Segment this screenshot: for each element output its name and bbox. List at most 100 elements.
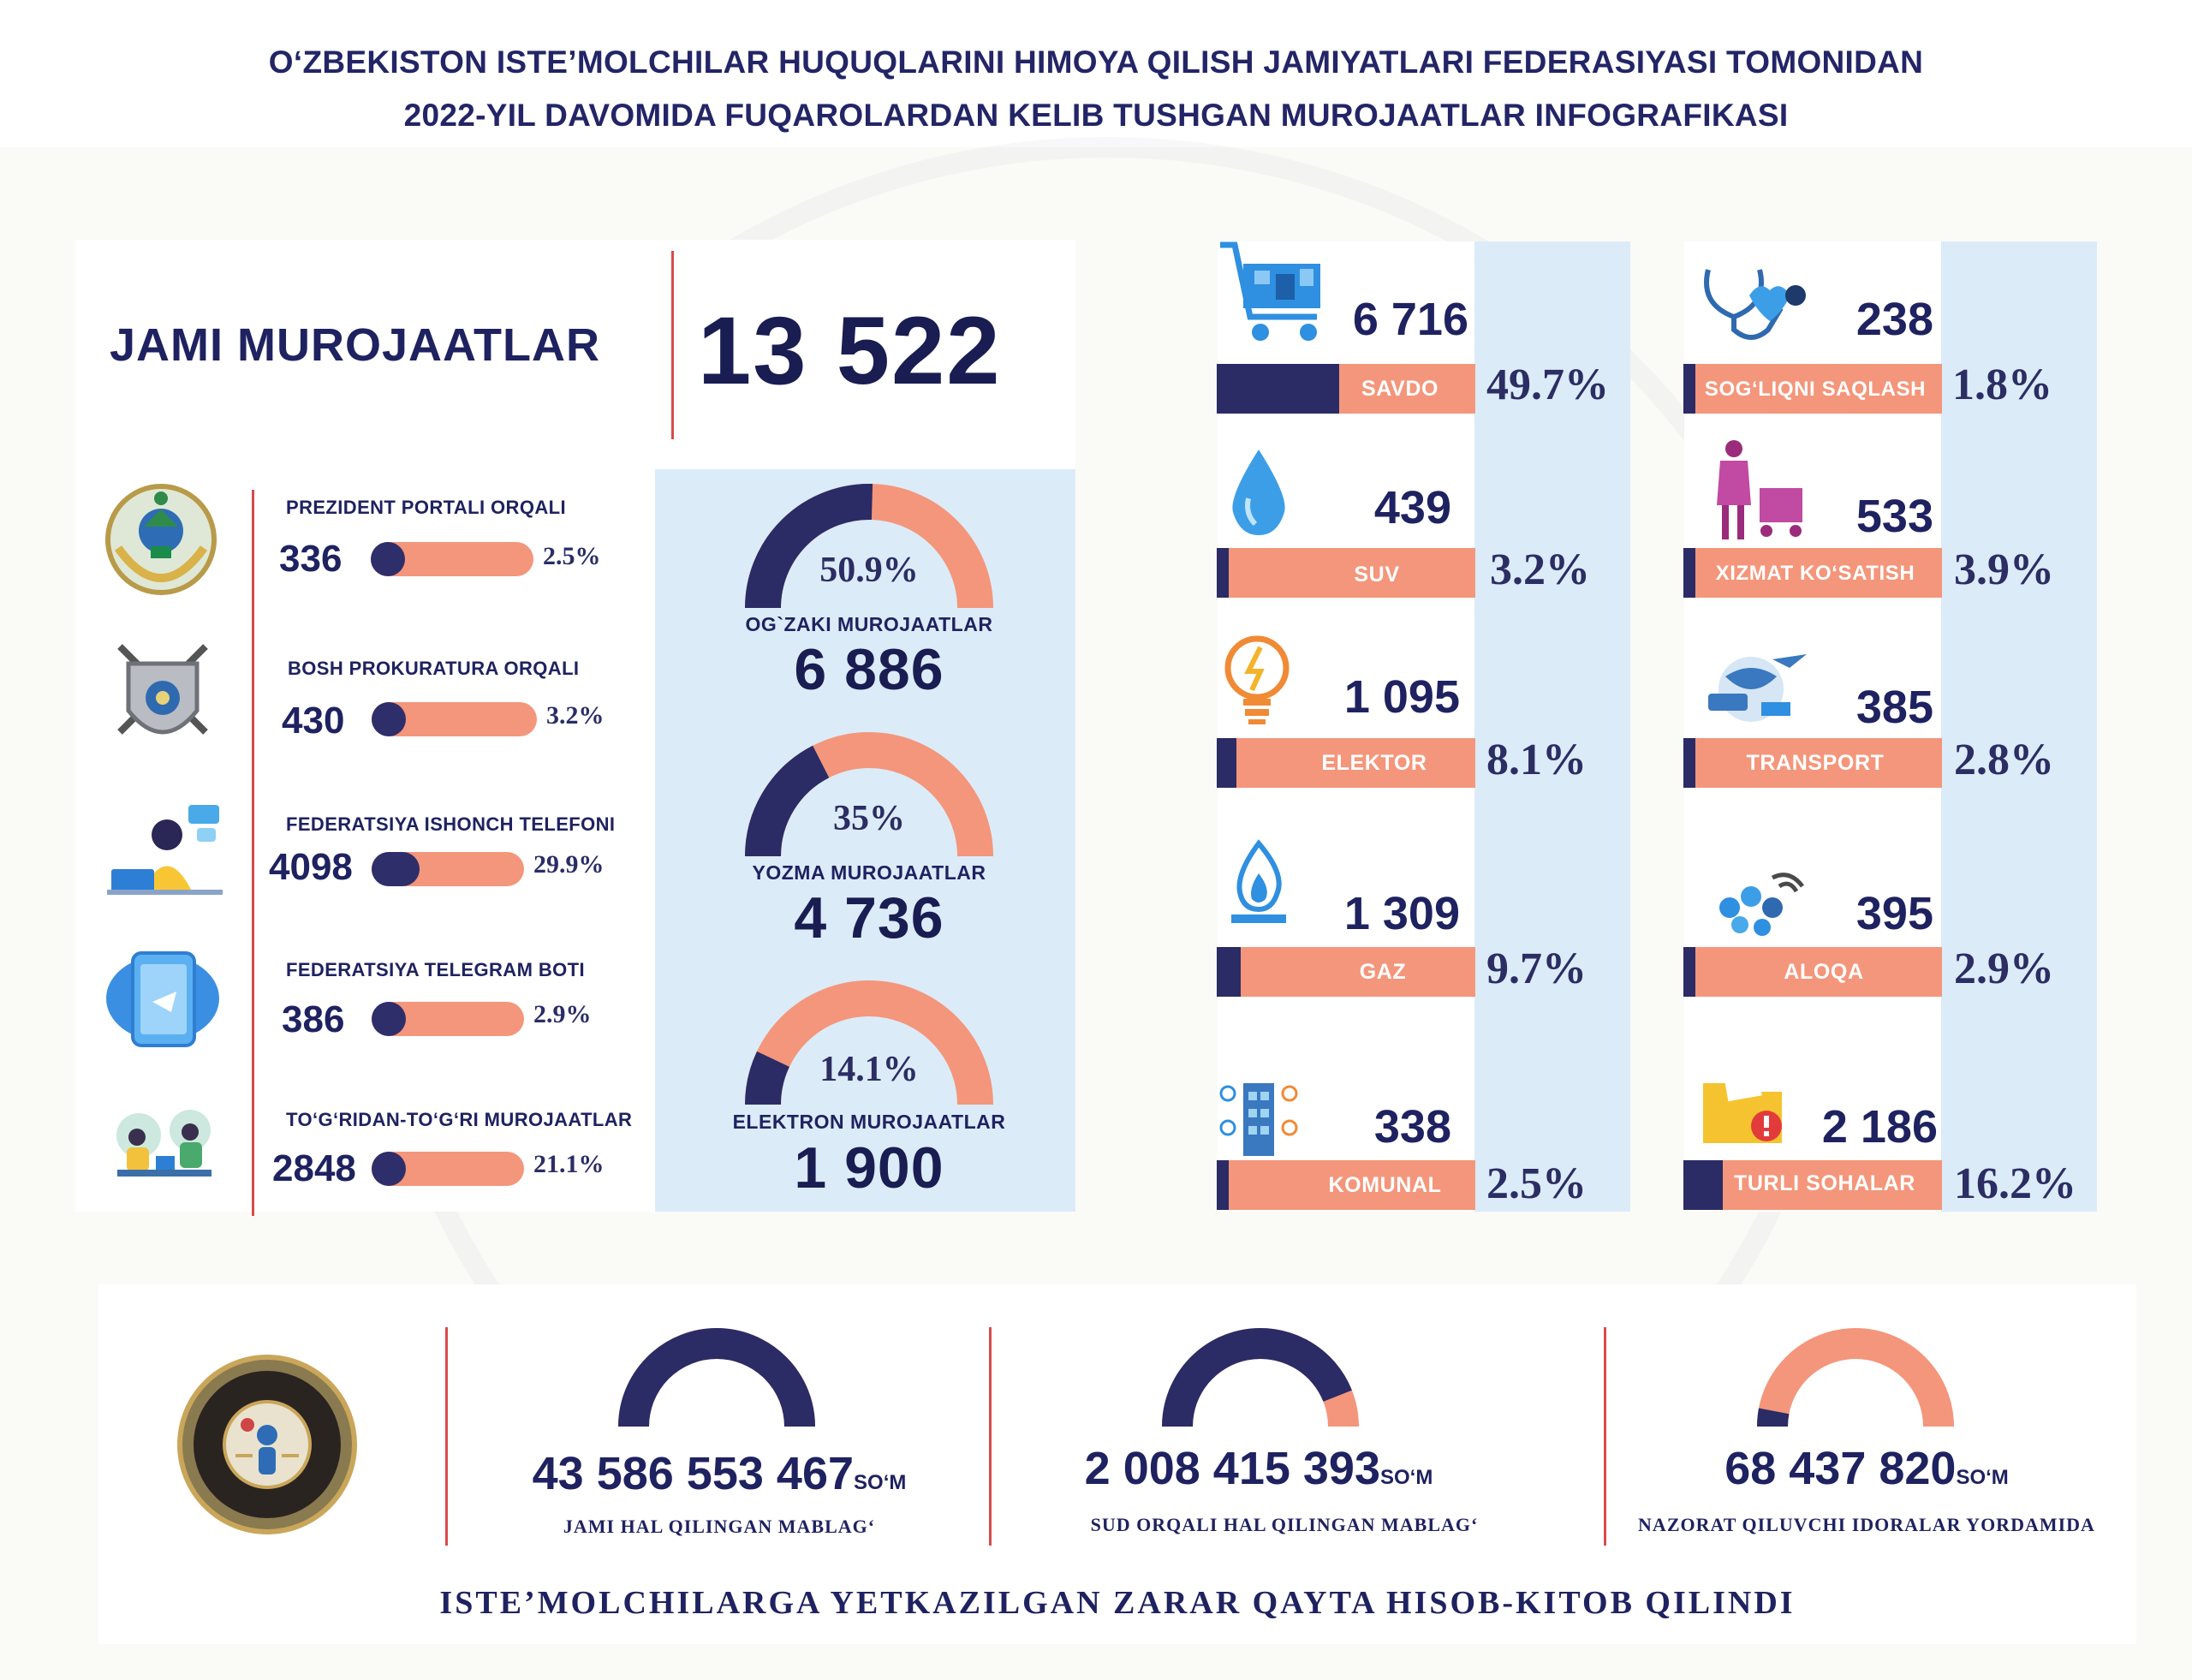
money-value-control-text: 68 437 820 (1724, 1443, 1957, 1494)
sector-label-elektor: ELEKTOR (1321, 751, 1427, 775)
total-divider (671, 251, 674, 439)
channel-bar-1 (372, 702, 537, 736)
call-center-icon (107, 805, 223, 895)
channel-bar-2 (372, 852, 524, 886)
money-value-total: 43 586 553 467SO‘M (462, 1447, 976, 1500)
sector-label-komunal: KOMUNAL (1328, 1173, 1442, 1197)
gauge-electronic-track (745, 980, 993, 1105)
channel-bar-dot-2 (372, 852, 420, 886)
sector-label-savdo: SAVDO (1361, 377, 1439, 401)
channel-bar-0 (371, 542, 533, 576)
money-panel (98, 1284, 2136, 1644)
money-divider-3 (1604, 1327, 1606, 1546)
sector-bar-fill-suv (1217, 548, 1229, 598)
channel-bar-dot-0 (371, 542, 405, 576)
sector-pct-aloqa: 2.9% (1954, 944, 2054, 993)
sector-value-transport: 385 (1855, 682, 1933, 733)
gas-flame-icon (1231, 839, 1286, 923)
sector-value-suv: 439 (1373, 482, 1451, 533)
gauge-written (745, 732, 993, 856)
type-value-oral: 6 886 (794, 637, 944, 702)
channel-pct-2: 29.9% (533, 850, 605, 879)
money-divider-1 (445, 1327, 448, 1546)
sector-value-turli: 2 186 (1821, 1101, 1938, 1153)
money-gauge-control (1757, 1328, 1954, 1427)
sector-bar-fill-aloqa (1683, 947, 1695, 997)
money-gauge-control-fill (1757, 1408, 1790, 1427)
channels-divider (252, 490, 254, 1216)
money-gauge-control-track (1757, 1328, 1954, 1427)
channel-bar-dot-1 (372, 702, 406, 736)
sector-bar-fill-savdo (1217, 364, 1339, 414)
money-currency-total: SO‘M (854, 1471, 907, 1494)
money-value-control: 68 437 820SO‘M (1610, 1442, 2124, 1495)
money-gauge-court (1162, 1328, 1359, 1427)
sector-pct-turli: 16.2% (1954, 1159, 2076, 1208)
sector-pct-health: 1.8% (1952, 360, 2052, 409)
sector-value-savdo: 6 716 (1352, 294, 1468, 345)
channel-label-0: PREZIDENT PORTALI ORQALI (286, 497, 566, 518)
type-label-electronic: ELEKTRON MUROJAATLAR (732, 1111, 1006, 1133)
page-title-line-2: 2022-YIL DAVOMIDA FUQAROLARDAN KELIB TUS… (0, 98, 2192, 134)
sector-bar-turli (1683, 1160, 1942, 1210)
transport-globe-icon (1708, 654, 1807, 722)
sector-label-suv: SUV (1354, 563, 1400, 587)
gauge-oral (745, 484, 993, 608)
sector-label-turli: TURLI SOHALAR (1734, 1171, 1915, 1195)
sector-pct-suv: 3.2% (1490, 545, 1590, 594)
money-value-court-text: 2 008 415 393 (1084, 1443, 1380, 1494)
sector-bar-aloqa (1683, 947, 1942, 997)
sector-label-transport: TRANSPORT (1746, 751, 1885, 775)
money-gauge-court-fill (1162, 1328, 1352, 1427)
channel-label-1: BOSH PROKURATURA ORQALI (288, 658, 580, 679)
sector-pct-savdo: 49.7% (1486, 360, 1609, 409)
sector-value-health: 238 (1855, 294, 1933, 345)
sector-bar-komunal (1217, 1160, 1475, 1210)
prosecutor-shield-icon (117, 644, 208, 735)
sector-label-health: SOG‘LIQNI SAQLASH (1704, 378, 1927, 401)
channel-bar-4 (372, 1152, 524, 1186)
channel-value-2: 4098 (269, 846, 353, 888)
header: O‘ZBEKISTON ISTE’MOLCHILAR HUQUQLARINI H… (0, 0, 2192, 147)
channel-value-4: 2848 (272, 1147, 356, 1189)
money-currency-control: SO‘M (1956, 1466, 2009, 1489)
sector-bar-fill-gaz (1217, 947, 1241, 997)
sector-value-komunal: 338 (1373, 1101, 1451, 1153)
water-drop-icon (1232, 450, 1285, 535)
money-currency-court: SO‘M (1380, 1466, 1433, 1489)
sector-bar-fill-transport (1683, 738, 1695, 788)
light-bulb-icon (1224, 635, 1290, 724)
money-value-total-text: 43 586 553 467 (532, 1448, 855, 1499)
sector-label-gaz: GAZ (1359, 960, 1407, 984)
page-title-bold: INFOGRAFIKASI (1534, 98, 1789, 133)
type-value-written: 4 736 (794, 885, 944, 950)
gauge-written-pct: 35% (833, 799, 905, 838)
money-label-total: JAMI HAL QILINGAN MABLAG‘ (563, 1516, 876, 1537)
channel-label-3: FEDERATSIYA TELEGRAM BOTI (286, 959, 585, 980)
channel-value-3: 386 (282, 998, 345, 1040)
sector-bar-fill-service (1683, 548, 1695, 598)
channel-pct-3: 2.9% (533, 1000, 592, 1028)
sector-bar-savdo (1217, 364, 1475, 414)
sector-value-aloqa: 395 (1855, 888, 1933, 939)
channel-label-2: FEDERATSIYA ISHONCH TELEFONI (286, 813, 616, 835)
total-value: 13 522 (698, 297, 1002, 404)
sector-pct-elektor: 8.1% (1486, 736, 1587, 784)
sector-bar-elektor (1217, 738, 1475, 788)
footer-text: ISTE’MOLCHILARGA YETKAZILGAN ZARAR QAYTA… (439, 1585, 1796, 1621)
gauge-oral-pct: 50.9% (819, 551, 919, 590)
money-gauge-total (618, 1328, 815, 1427)
type-label-written: YOZMA MUROJAATLAR (752, 861, 986, 884)
page-title-prefix: 2022-YIL DAVOMIDA FUQAROLARDAN KELIB TUS… (403, 98, 1527, 133)
meeting-icon (116, 1110, 211, 1177)
sector-pct-service: 3.9% (1954, 545, 2054, 594)
network-signal-icon (1719, 873, 1804, 936)
sector-col-left-pct (1474, 241, 1630, 1212)
channel-bar-3 (372, 1002, 524, 1036)
type-value-electronic: 1 900 (794, 1135, 944, 1200)
channel-pct-1: 3.2% (546, 701, 605, 730)
sector-label-aloqa: ALOQA (1784, 960, 1864, 984)
sector-bar-transport (1683, 738, 1942, 788)
sector-bar-fill-turli (1683, 1160, 1723, 1210)
sector-bar-service (1683, 548, 1942, 598)
